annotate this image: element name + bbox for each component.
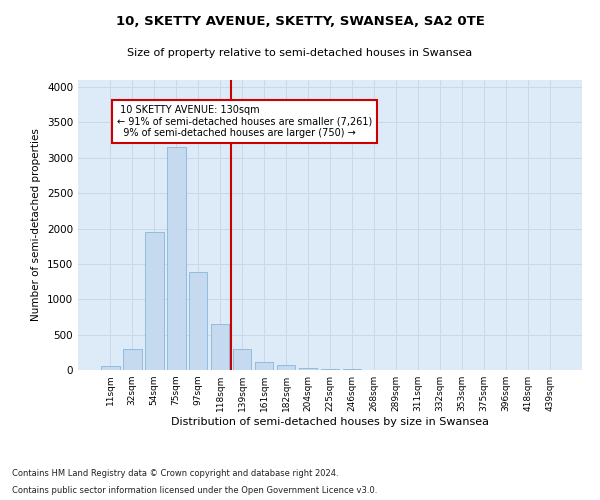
Bar xyxy=(320,369,340,370)
Bar xyxy=(145,232,164,370)
Bar xyxy=(211,324,229,370)
Text: 10 SKETTY AVENUE: 130sqm
← 91% of semi-detached houses are smaller (7,261)
  9% : 10 SKETTY AVENUE: 130sqm ← 91% of semi-d… xyxy=(117,105,372,138)
Bar xyxy=(123,349,142,370)
Bar xyxy=(101,366,119,370)
Bar xyxy=(277,364,295,370)
Bar xyxy=(167,147,185,370)
Bar xyxy=(299,368,317,370)
Text: Contains HM Land Registry data © Crown copyright and database right 2024.: Contains HM Land Registry data © Crown c… xyxy=(12,468,338,477)
Bar xyxy=(233,350,251,370)
Bar xyxy=(255,362,274,370)
Text: Contains public sector information licensed under the Open Government Licence v3: Contains public sector information licen… xyxy=(12,486,377,495)
Bar xyxy=(189,272,208,370)
Text: 10, SKETTY AVENUE, SKETTY, SWANSEA, SA2 0TE: 10, SKETTY AVENUE, SKETTY, SWANSEA, SA2 … xyxy=(116,15,484,28)
X-axis label: Distribution of semi-detached houses by size in Swansea: Distribution of semi-detached houses by … xyxy=(171,417,489,427)
Text: Size of property relative to semi-detached houses in Swansea: Size of property relative to semi-detach… xyxy=(127,48,473,58)
Y-axis label: Number of semi-detached properties: Number of semi-detached properties xyxy=(31,128,41,322)
